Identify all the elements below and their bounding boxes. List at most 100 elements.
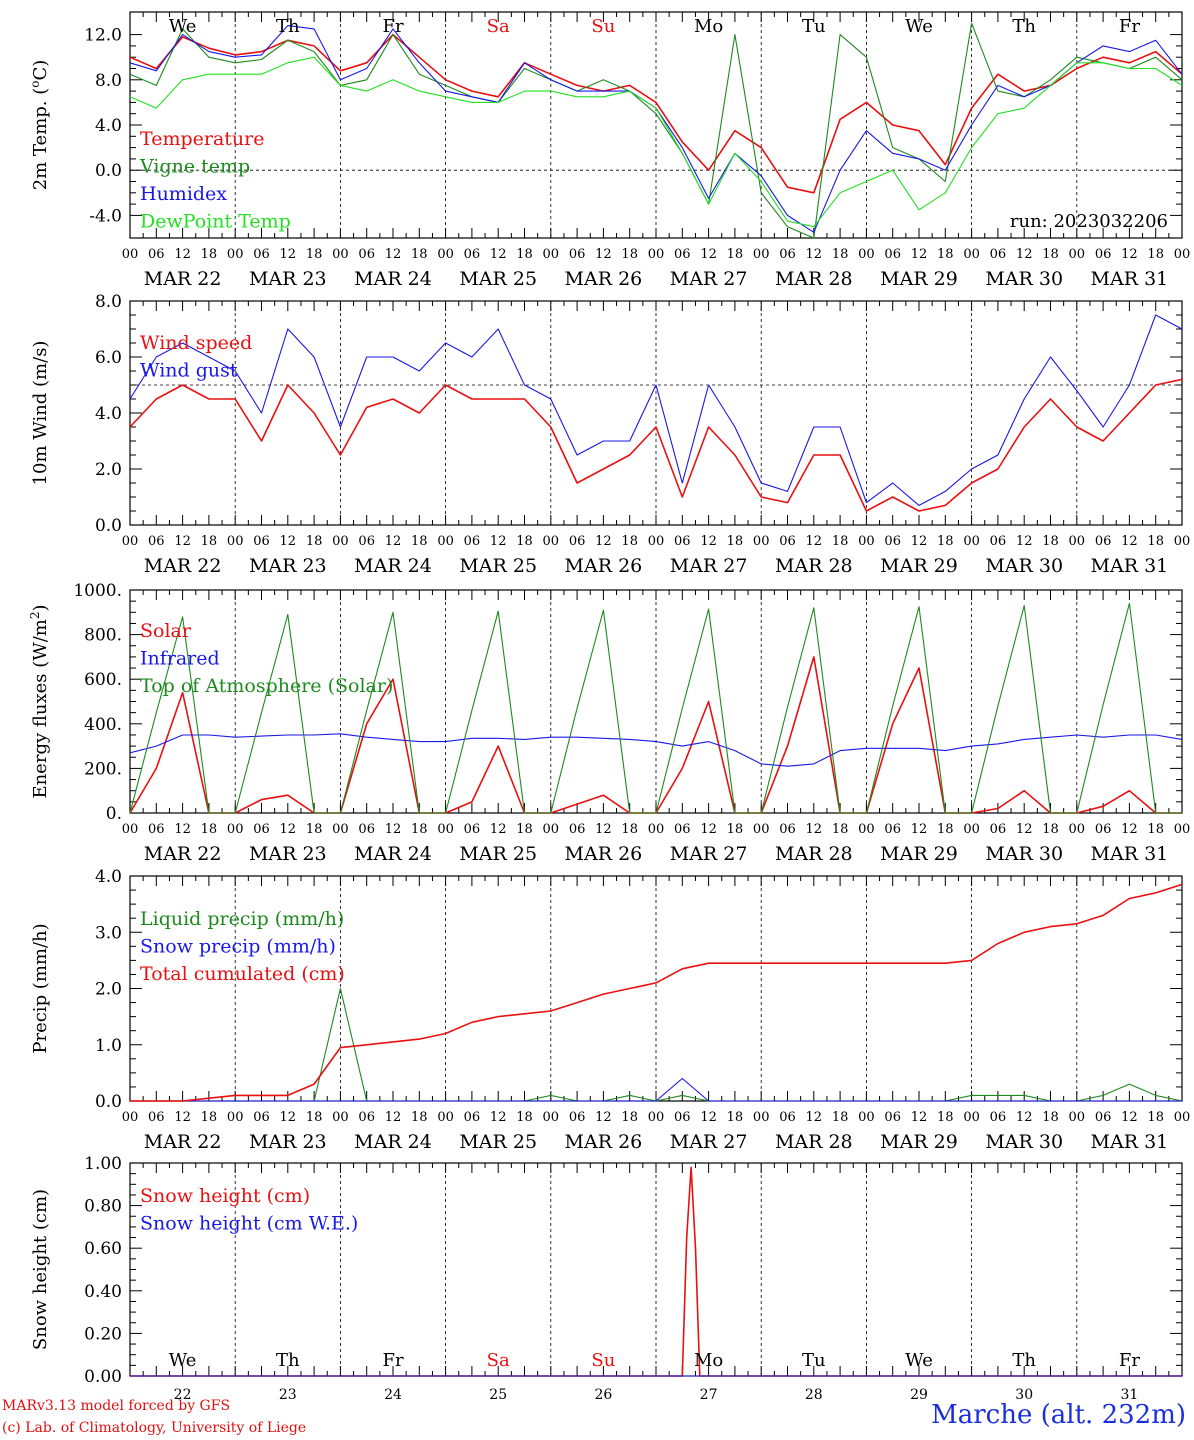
hour-tick-label: 06 [779, 822, 796, 837]
hour-tick-label: 18 [1042, 822, 1059, 837]
hour-tick-label: 00 [648, 534, 665, 549]
hour-tick-label: 00 [1174, 247, 1191, 262]
legend-entry: Temperature [140, 128, 264, 150]
hour-tick-label: 00 [1069, 534, 1086, 549]
hour-tick-label: 06 [990, 822, 1007, 837]
hour-tick-label: 06 [148, 534, 165, 549]
ytick-label: 0.40 [84, 1282, 122, 1302]
hour-tick-label: 00 [543, 247, 560, 262]
date-label: MAR 31 [1091, 1131, 1169, 1153]
hour-tick-label: 00 [332, 247, 349, 262]
series-line-vigne-temp [129, 22, 1183, 239]
hour-tick-label: 06 [253, 1110, 270, 1125]
hour-tick-label: 12 [700, 1110, 717, 1125]
ytick-label: -4.0 [89, 206, 122, 226]
day-number-label: 23 [279, 1387, 297, 1400]
hour-tick-label: 12 [174, 247, 191, 262]
date-label: MAR 29 [880, 555, 958, 577]
hour-tick-label: 06 [358, 1110, 375, 1125]
hour-tick-label: 00 [1069, 1110, 1086, 1125]
hour-tick-label: 06 [253, 247, 270, 262]
hour-tick-label: 06 [990, 1110, 1007, 1125]
hour-tick-label: 12 [1121, 534, 1138, 549]
hour-tick-label: 06 [464, 534, 481, 549]
date-label: MAR 28 [775, 843, 853, 865]
date-label: MAR 26 [565, 268, 643, 290]
hour-tick-label: 12 [806, 534, 823, 549]
hour-tick-label: 00 [858, 534, 875, 549]
ytick-label: 600. [84, 670, 122, 690]
legend-entry: Snow height (cm) [140, 1185, 310, 1207]
hour-tick-label: 18 [1042, 534, 1059, 549]
panel-wind: 10m Wind (m/s) [30, 300, 1183, 526]
date-label: MAR 27 [670, 268, 748, 290]
date-label: MAR 30 [985, 843, 1063, 865]
hour-tick-label: 18 [306, 534, 323, 549]
hour-tick-label: 06 [148, 1110, 165, 1125]
hour-tick-label: 06 [358, 534, 375, 549]
hour-tick-label: 00 [122, 247, 139, 262]
hour-tick-label: 06 [884, 1110, 901, 1125]
hour-tick-label: 12 [1016, 1110, 1033, 1125]
ytick-label: 0.20 [84, 1324, 122, 1344]
hour-tick-label: 18 [1147, 1110, 1164, 1125]
hour-tick-label: 12 [911, 822, 928, 837]
hour-tick-label: 18 [937, 822, 954, 837]
legend-entry: Infrared [140, 648, 220, 670]
date-label: MAR 26 [565, 555, 643, 577]
hour-tick-label: 12 [385, 247, 402, 262]
series-line-wind-speed [129, 378, 1183, 512]
legend-entry: Humidex [140, 183, 227, 205]
legend-entry: Total cumulated (cm) [140, 963, 345, 985]
series-line-top-of-atmosphere-solar- [129, 602, 1182, 814]
hour-tick-label: 06 [674, 1110, 691, 1125]
hour-tick-label: 18 [727, 822, 744, 837]
hour-tick-label: 06 [779, 247, 796, 262]
ytick-label: 8.0 [95, 292, 122, 312]
day-name-label: Fr [382, 16, 403, 37]
hour-tick-label: 00 [437, 822, 454, 837]
hour-tick-label: 06 [569, 1110, 586, 1125]
ylabel: Precip (mm/h) [30, 923, 51, 1053]
hour-tick-label: 00 [332, 534, 349, 549]
day-name-label: Th [1012, 16, 1036, 37]
series-line-infrared [129, 733, 1183, 767]
ylabel-close: ) [30, 604, 51, 611]
hour-tick-label: 12 [1016, 534, 1033, 549]
series-line-temperature [129, 33, 1183, 194]
hour-tick-label: 18 [832, 822, 849, 837]
hour-tick-label: 12 [490, 247, 507, 262]
hour-tick-label: 00 [227, 534, 244, 549]
hour-tick-label: 18 [516, 534, 533, 549]
ytick-label: 200. [84, 759, 122, 779]
hour-tick-label: 06 [464, 1110, 481, 1125]
hour-tick-label: 18 [516, 247, 533, 262]
hour-tick-label: 00 [543, 1110, 560, 1125]
hour-tick-label: 00 [122, 534, 139, 549]
hour-tick-label: 00 [227, 1110, 244, 1125]
run-annotation: run: 2023032206 [1010, 211, 1168, 232]
hour-tick-label: 06 [569, 534, 586, 549]
date-label: MAR 28 [775, 555, 853, 577]
day-number-label: 28 [805, 1387, 823, 1400]
hour-tick-label: 12 [385, 534, 402, 549]
hour-tick-label: 00 [753, 1110, 770, 1125]
hour-tick-label: 12 [1121, 822, 1138, 837]
hour-tick-label: 18 [621, 1110, 638, 1125]
legend-entry: Top of Atmosphere (Solar) [140, 675, 393, 697]
hour-tick-label: 00 [1069, 247, 1086, 262]
day-name-label: Su [591, 1350, 615, 1371]
ytick-label: 8.0 [95, 71, 122, 91]
hour-tick-label: 18 [201, 534, 218, 549]
date-label: MAR 23 [249, 555, 327, 577]
hour-tick-label: 00 [1174, 534, 1191, 549]
day-number-label: 22 [174, 1387, 192, 1400]
hour-tick-label: 18 [727, 247, 744, 262]
hour-tick-label: 06 [884, 534, 901, 549]
hour-tick-label: 12 [280, 247, 297, 262]
hour-tick-label: 18 [516, 822, 533, 837]
hour-tick-label: 00 [963, 247, 980, 262]
date-label: MAR 22 [144, 843, 222, 865]
ylabel-superscript: o [28, 81, 42, 88]
ytick-label: 0.0 [95, 1092, 122, 1112]
